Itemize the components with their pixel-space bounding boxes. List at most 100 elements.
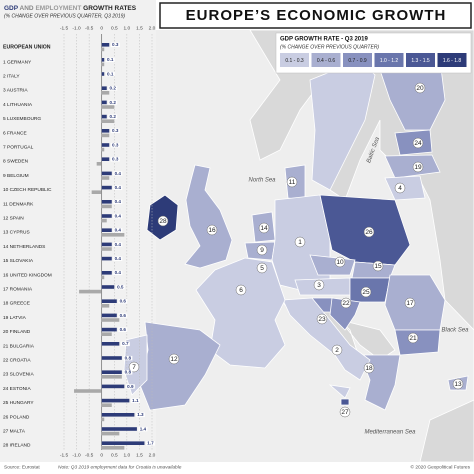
category-label: 28 IRELAND: [3, 443, 31, 449]
value-label-bg: [135, 412, 145, 418]
category-label: 3 AUSTRIA: [3, 88, 28, 94]
legend-swatch: [311, 53, 341, 67]
country-number: 22: [342, 300, 350, 307]
country-number: 4: [398, 185, 402, 192]
bar: [101, 91, 110, 95]
category-label: 4 LITHUANIA: [3, 102, 33, 108]
value-label-bg: [105, 57, 115, 63]
country-number: 14: [260, 225, 268, 232]
bar: [101, 441, 145, 445]
bar: [101, 214, 112, 218]
legend-swatch: [280, 53, 309, 67]
value-label: 0.3: [112, 42, 119, 47]
label-badge: [294, 236, 306, 248]
value-label-bg: [118, 299, 128, 304]
country-number: 7: [132, 364, 136, 371]
value-label-bg: [110, 42, 120, 48]
category-label: 27 MALTA: [3, 428, 26, 434]
bar: [101, 119, 115, 123]
value-label: 0.7: [122, 341, 129, 346]
bar: [101, 299, 117, 303]
bar: [101, 233, 125, 237]
label-badge: [128, 361, 140, 373]
country-number: 13: [454, 381, 462, 388]
series-name: GDP: [4, 5, 19, 12]
value-label: 0.4: [115, 270, 122, 275]
label-badge: [206, 224, 218, 236]
x-tick-label: 2.0: [149, 452, 156, 458]
bar: [101, 228, 112, 232]
chart-title: GDP AND EMPLOYMENT GROWTH RATES: [4, 5, 137, 12]
value-label-bg: [110, 142, 120, 148]
bar: [101, 242, 112, 247]
category-label: 18 GREECE: [3, 301, 30, 307]
value-label: 0.3: [112, 128, 119, 133]
country-number: 21: [409, 335, 417, 342]
value-label-bg: [108, 100, 118, 105]
bar: [101, 100, 107, 105]
value-label: 0.4: [115, 199, 122, 204]
bar: [101, 413, 135, 417]
legend-label: 0.1 - 0.3: [285, 58, 304, 64]
category-label: 26 POLAND: [3, 414, 30, 420]
legend-label: 0.7 - 0.9: [348, 58, 367, 64]
category-label: EUROPEAN UNION: [3, 44, 51, 50]
value-label: 0.4: [115, 213, 122, 218]
label-badge: [286, 176, 298, 188]
value-label: 0.5: [117, 284, 124, 289]
category-label: 7 PORTUGAL: [3, 144, 34, 150]
country-number: 6: [239, 287, 243, 294]
label-badge: [235, 284, 247, 296]
x-tick-label: 1.0: [124, 25, 131, 31]
label-badge: [331, 344, 343, 356]
country-number: 20: [416, 85, 424, 92]
category-label: 9 BELGIUM: [3, 173, 29, 179]
country-number: 9: [260, 247, 264, 254]
united-kingdom: [184, 164, 233, 269]
country-number: 26: [365, 229, 373, 236]
bar: [101, 398, 130, 403]
label-badge: [404, 297, 416, 309]
value-label-bg: [113, 199, 123, 205]
value-label: 0.1: [107, 71, 114, 76]
bar: [101, 247, 112, 251]
bar: [101, 143, 110, 147]
bar: [101, 256, 112, 261]
bar: [101, 147, 105, 152]
bar: [101, 285, 115, 289]
bar: [101, 72, 105, 76]
value-label: 0.2: [110, 100, 117, 105]
country-number: 3: [317, 282, 321, 289]
category-label: 16 UNITED KINGDOM: [3, 272, 52, 278]
label-badge: [363, 362, 375, 374]
category-label: 15 SLOVAKIA: [3, 258, 34, 264]
latvia: [384, 154, 441, 179]
country-number: 19: [414, 164, 422, 171]
category-label: 22 CROATIA: [3, 357, 31, 363]
legend-title: GDP GROWTH RATE - Q3 2019: [280, 37, 368, 43]
bar: [101, 446, 125, 450]
country-number: 12: [170, 356, 178, 363]
title-connector: AND: [20, 5, 34, 12]
value-label-bg: [125, 384, 135, 389]
label-badge: [412, 137, 424, 149]
bar: [101, 133, 110, 138]
category-label: 14 NETHERLANDS: [3, 244, 45, 250]
bar: [101, 327, 117, 332]
value-label: 0.3: [112, 142, 119, 147]
category-label: 12 SPAIN: [3, 215, 24, 221]
country-number: 1: [298, 239, 302, 246]
sea-label: Mediterranean Sea: [364, 430, 416, 436]
label-badge: [334, 256, 346, 268]
legend-swatch: [437, 53, 467, 67]
category-label: 10 CZECH REPUBLIC: [3, 187, 52, 193]
value-label-bg: [113, 256, 123, 261]
sea-label: Black Sea: [441, 328, 469, 334]
x-tick-label: 1.5: [136, 25, 143, 31]
label-badge: [168, 353, 180, 365]
x-tick-label: 0: [100, 25, 103, 31]
bar: [101, 204, 112, 209]
value-label: 0.1: [107, 57, 114, 62]
value-label: 0.4: [115, 256, 122, 261]
country-number: 11: [289, 179, 296, 186]
